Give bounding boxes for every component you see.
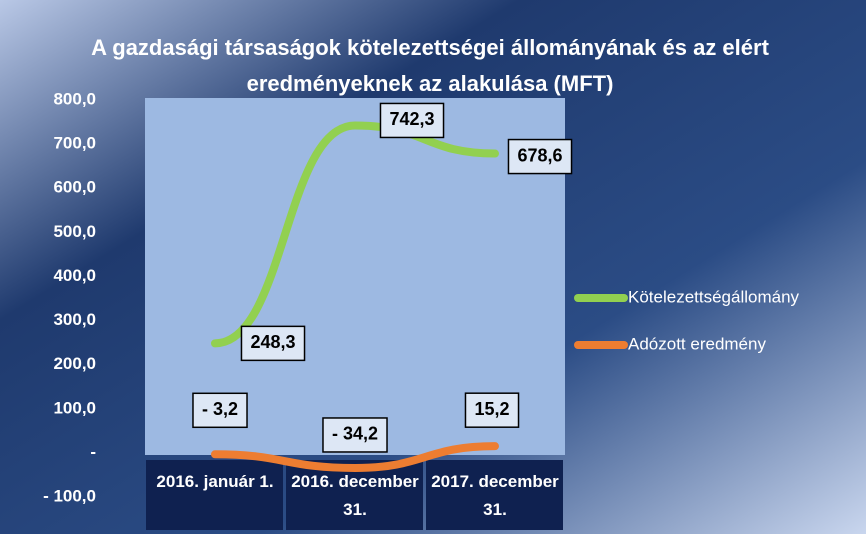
data-label: 742,3 [389,109,434,129]
x-tick-label: 2017. december 31. [431,472,559,519]
x-tick-label: 2016. december 31. [291,472,419,519]
y-tick-label: 400,0 [53,266,96,285]
chart-title: A gazdasági társaságok kötelezettségei á… [91,35,769,96]
y-tick-label: - 100,0 [43,486,96,505]
data-label-box [507,138,573,175]
y-tick-label: 500,0 [53,222,96,241]
y-tick-label: 800,0 [53,89,96,108]
data-label-box [322,417,388,453]
y-tick-label: 300,0 [53,310,96,329]
data-label: 248,3 [250,332,295,352]
data-label: - 3,2 [202,399,238,419]
data-label-box [464,392,520,428]
category-box [426,460,563,530]
series-line [211,442,499,472]
data-label: 678,6 [517,145,562,165]
y-tick-label: - [90,442,96,461]
legend-label: Kötelezettségállomány [628,287,800,306]
data-label-box [240,325,306,362]
legend-label: Adózott eredmény [628,334,766,353]
data-label-box [379,102,445,139]
series-line [211,121,499,348]
category-box [146,460,283,530]
y-tick-label: 700,0 [53,134,96,153]
data-label: - 34,2 [332,424,378,444]
data-label: 15,2 [474,399,509,419]
y-tick-label: 600,0 [53,178,96,197]
y-tick-label: 100,0 [53,398,96,417]
x-tick-label: 2016. január 1. [156,472,274,491]
data-label-box [192,392,248,429]
y-tick-label: 200,0 [53,354,96,373]
